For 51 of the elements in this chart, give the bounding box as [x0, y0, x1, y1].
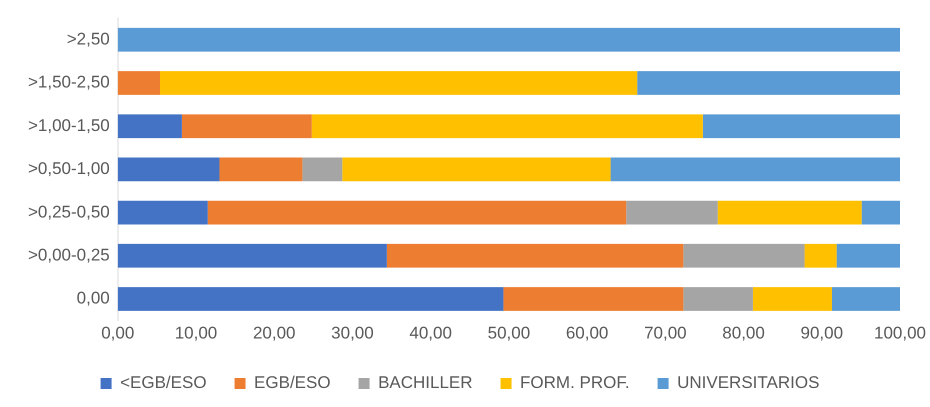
bar [832, 287, 900, 311]
bar [683, 244, 805, 268]
bar [386, 244, 684, 268]
bar [118, 244, 387, 268]
x-tick-label: 90,00 [800, 323, 844, 342]
bar [118, 287, 504, 311]
bar [702, 114, 900, 138]
y-tick-label: >0,50-1,00 [28, 159, 110, 178]
bar [683, 287, 753, 311]
bar [804, 244, 837, 268]
x-tick-label: 60,00 [566, 323, 608, 342]
bar [862, 200, 900, 224]
x-tick-label: 100,00 [874, 323, 926, 342]
bar [302, 158, 342, 182]
bar [752, 287, 832, 311]
legend-label: FORM. PROF. [520, 373, 630, 392]
bar [718, 200, 862, 224]
legend-label: BACHILLER [378, 373, 473, 392]
bar [836, 244, 900, 268]
x-tick-label: 10,00 [174, 323, 218, 342]
x-tick-label: 30,00 [331, 323, 374, 342]
x-tick-label: 50,00 [488, 323, 530, 342]
bar [626, 200, 718, 224]
bar [637, 71, 900, 95]
x-tick-label: 80,00 [722, 323, 765, 342]
bar [208, 200, 626, 224]
y-tick-label: >0,00-0,25 [28, 245, 110, 264]
bar [118, 114, 182, 138]
bar [182, 114, 312, 138]
legend-label: <EGB/ESO [120, 373, 207, 392]
bar [342, 158, 611, 182]
legend-label: UNIVERSITARIOS [677, 373, 820, 392]
bar [118, 71, 160, 95]
x-tick-label: 0,00 [101, 323, 134, 342]
x-tick-label: 20,00 [252, 323, 296, 342]
y-tick-label: 0,00 [76, 288, 110, 308]
bar [118, 158, 220, 182]
bar [118, 28, 900, 52]
y-tick-label: >0,25-0,50 [28, 202, 110, 222]
legend-label: EGB/ESO [254, 373, 331, 392]
bar [160, 71, 638, 95]
bar [503, 287, 684, 311]
bar [219, 158, 302, 182]
bar [118, 200, 208, 224]
bar [610, 158, 900, 182]
y-tick-label: >2,50 [66, 29, 110, 48]
x-tick-label: 70,00 [644, 323, 687, 342]
y-tick-label: >1,50-2,50 [28, 72, 110, 92]
x-tick-label: 40,00 [409, 323, 452, 342]
bar [312, 114, 703, 138]
y-tick-label: >1,00-1,50 [28, 116, 110, 135]
